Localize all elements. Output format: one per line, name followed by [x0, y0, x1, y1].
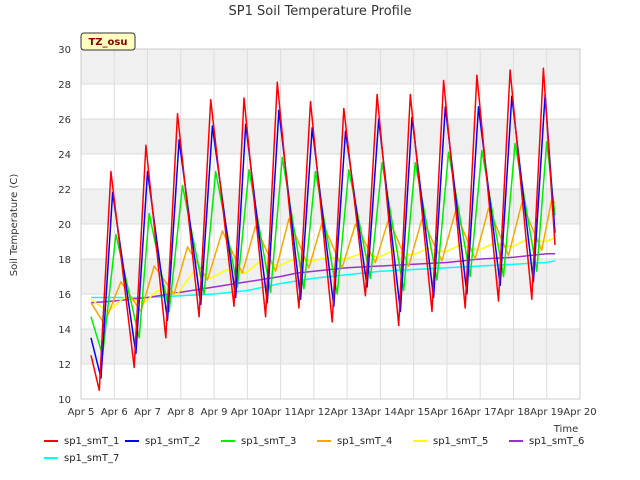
series-lines [90, 67, 556, 392]
plot-band [81, 364, 580, 399]
site-label-background [80, 32, 136, 51]
x-tick-label: Apr 11 [264, 407, 297, 418]
x-tick-label: Apr 5 [68, 407, 95, 418]
legend-label-sp1_smT_2: sp1_smT_2 [145, 436, 200, 447]
x-tick-label: Apr 18 [497, 407, 530, 418]
y-tick-label: 26 [58, 115, 71, 126]
chart-title: SP1 Soil Temperature Profile [229, 4, 412, 19]
y-tick-label: 18 [58, 255, 71, 266]
x-tick-label: Apr 7 [134, 407, 161, 418]
plot-frame [80, 48, 581, 400]
x-tick-label: Apr 12 [297, 407, 330, 418]
x-tick-label: Apr 15 [397, 407, 430, 418]
plot-band [81, 49, 580, 84]
y-tick-label: 10 [58, 395, 71, 406]
x-tick-label: Apr 14 [364, 407, 397, 418]
x-axis-ticks: Apr 5 Apr 6 Apr 7 Apr 8 Apr 9 Apr 10 Apr 11 Apr… [68, 407, 597, 418]
legend-label-sp1_smT_5: sp1_smT_5 [433, 436, 488, 447]
y-tick-label: 28 [58, 80, 71, 91]
legend-label-sp1_smT_7: sp1_smT_7 [64, 453, 119, 464]
y-tick-label: 14 [58, 325, 71, 336]
y-axis-ticks: 10 12 14 16 18 20 22 24 26 28 30 [58, 45, 71, 406]
y-tick-label: 16 [58, 290, 71, 301]
y-tick-label: 24 [58, 150, 71, 161]
legend-label-sp1_smT_3: sp1_smT_3 [241, 436, 296, 447]
x-tick-label: Apr 10 [231, 407, 264, 418]
x-tick-label: Apr 8 [167, 407, 194, 418]
site-label-box: TZ_osu [80, 32, 136, 51]
x-tick-label: Apr 16 [430, 407, 463, 418]
legend: sp1_smT_1 sp1_smT_2 sp1_smT_3 sp1_smT_4 sp1_… [44, 436, 584, 464]
x-tick-label: Apr 6 [101, 407, 128, 418]
x-axis-label: Time [553, 424, 578, 435]
series-line-sp1_smT_1 [90, 67, 556, 392]
y-tick-label: 20 [58, 220, 71, 231]
y-axis-label: Soil Temperature (C) [9, 174, 20, 277]
y-tick-label: 12 [58, 360, 71, 371]
plot-band [81, 84, 580, 119]
x-tick-label: Apr 20 [563, 407, 596, 418]
x-tick-label: Apr 19 [530, 407, 563, 418]
x-tick-label: Apr 13 [331, 407, 364, 418]
plot-band [81, 189, 580, 224]
y-tick-label: 22 [58, 185, 71, 196]
x-tick-label: Apr 9 [201, 407, 228, 418]
x-tick-label: Apr 17 [464, 407, 497, 418]
plot-band [81, 329, 580, 364]
legend-label-sp1_smT_4: sp1_smT_4 [337, 436, 392, 447]
site-label: TZ_osu [88, 37, 127, 48]
plot-band [81, 119, 580, 154]
plot-band [81, 154, 580, 189]
legend-label-sp1_smT_1: sp1_smT_1 [64, 436, 119, 447]
y-tick-label: 30 [58, 45, 71, 56]
legend-label-sp1_smT_6: sp1_smT_6 [529, 436, 584, 447]
